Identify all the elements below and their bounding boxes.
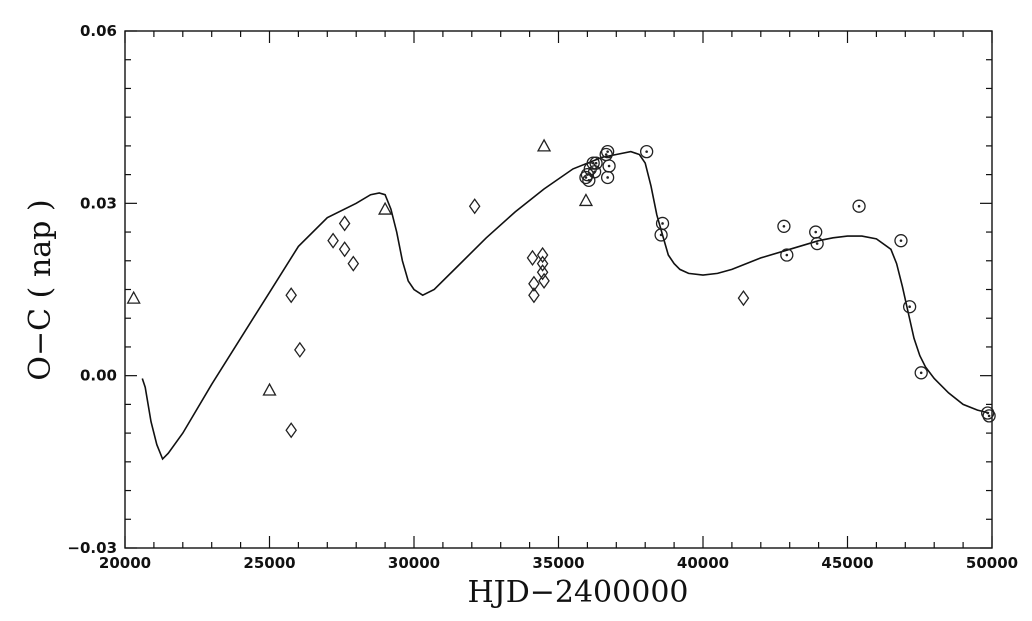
y-tick-label: 0.06 <box>80 22 117 40</box>
diamond-point <box>536 255 549 272</box>
circled-dot-point <box>777 219 791 233</box>
triangle-point <box>578 193 594 207</box>
data-points <box>126 138 996 439</box>
diamond-point <box>526 249 539 267</box>
point-ring <box>902 300 917 314</box>
diamond-point <box>347 255 360 272</box>
x-tick-label: 35000 <box>532 554 584 572</box>
diamond-point <box>538 272 550 290</box>
point-center <box>987 414 991 418</box>
circled-dot-point <box>902 300 917 314</box>
circled-dot-point <box>894 234 908 248</box>
point-center <box>584 176 588 179</box>
point-ring <box>586 156 600 170</box>
diamond-point <box>285 287 297 304</box>
axis-tick-labels: 20000 25000 30000 35000 40000 45000 50000 −0.03… <box>67 22 1018 572</box>
axis-ticks <box>124 30 993 549</box>
diamond-point <box>338 241 351 258</box>
diamond-point <box>285 422 297 439</box>
circled-dot-point <box>852 199 866 213</box>
model-curve <box>141 150 990 461</box>
point-center <box>661 222 664 225</box>
point-center <box>607 164 611 168</box>
y-tick-label: 0.00 <box>80 367 117 385</box>
x-tick-label: 50000 <box>966 554 1018 572</box>
diamond-point <box>338 215 351 232</box>
point-ring <box>639 144 654 159</box>
x-axis-title: HJD−2400000 <box>468 575 689 610</box>
diamond-point <box>536 246 549 264</box>
circled-dot-point <box>639 144 654 159</box>
point-center <box>604 153 608 156</box>
point-center <box>986 411 989 415</box>
x-tick-label: 20000 <box>99 554 151 572</box>
y-tick-label: −0.03 <box>67 539 117 557</box>
point-center <box>587 179 591 182</box>
point-ring <box>602 159 616 173</box>
point-center <box>908 305 911 309</box>
x-tick-label: 30000 <box>388 554 440 572</box>
point-center <box>919 371 923 375</box>
triangle-point <box>378 201 393 215</box>
point-center <box>606 176 609 179</box>
circled-dot-point <box>810 236 824 251</box>
point-center <box>594 161 598 165</box>
point-ring <box>587 165 602 179</box>
point-ring <box>894 234 908 248</box>
diamond-point <box>737 289 750 307</box>
diamond-point <box>294 341 306 358</box>
circled-dot-point <box>982 409 996 423</box>
point-center <box>785 253 789 257</box>
y-tick-label: 0.03 <box>80 194 117 212</box>
circled-dot-point <box>809 225 823 239</box>
circled-dot-point <box>655 216 670 231</box>
x-tick-label: 45000 <box>821 554 873 572</box>
point-ring <box>600 144 615 159</box>
point-center <box>815 242 819 245</box>
point-center <box>814 230 818 234</box>
point-center <box>782 225 786 228</box>
point-ring <box>655 216 670 231</box>
circled-dot-point <box>914 366 928 380</box>
plot-frame <box>124 30 993 549</box>
circled-dot-point <box>587 165 602 179</box>
point-center <box>593 170 596 174</box>
triangle-point <box>126 290 141 304</box>
point-ring <box>810 236 824 251</box>
diamond-point <box>327 232 339 249</box>
point-center <box>591 161 595 165</box>
circled-dot-point <box>586 156 600 170</box>
point-ring <box>982 409 996 423</box>
point-ring <box>589 156 603 170</box>
point-center <box>645 150 648 153</box>
circled-dot-point <box>600 170 615 185</box>
point-ring <box>777 219 791 233</box>
circled-dot-point <box>780 248 794 262</box>
circled-dot-point <box>589 156 603 170</box>
triangle-point <box>536 138 552 152</box>
diamond-point <box>528 275 540 292</box>
point-ring <box>780 248 794 262</box>
diamond-point <box>536 264 549 281</box>
point-center <box>659 233 663 237</box>
x-tick-label: 25000 <box>243 554 295 572</box>
point-ring <box>914 366 928 380</box>
point-center <box>857 204 861 208</box>
point-center <box>606 150 609 153</box>
point-ring <box>852 199 866 213</box>
point-center <box>899 239 903 242</box>
diamond-point <box>528 287 540 304</box>
diamond-point <box>468 198 481 215</box>
circled-dot-point <box>600 144 615 159</box>
y-axis-title: O−C ( nap ) <box>23 199 58 380</box>
circled-dot-point <box>602 159 616 173</box>
x-tick-label: 40000 <box>677 554 729 572</box>
triangle-point <box>262 382 277 396</box>
